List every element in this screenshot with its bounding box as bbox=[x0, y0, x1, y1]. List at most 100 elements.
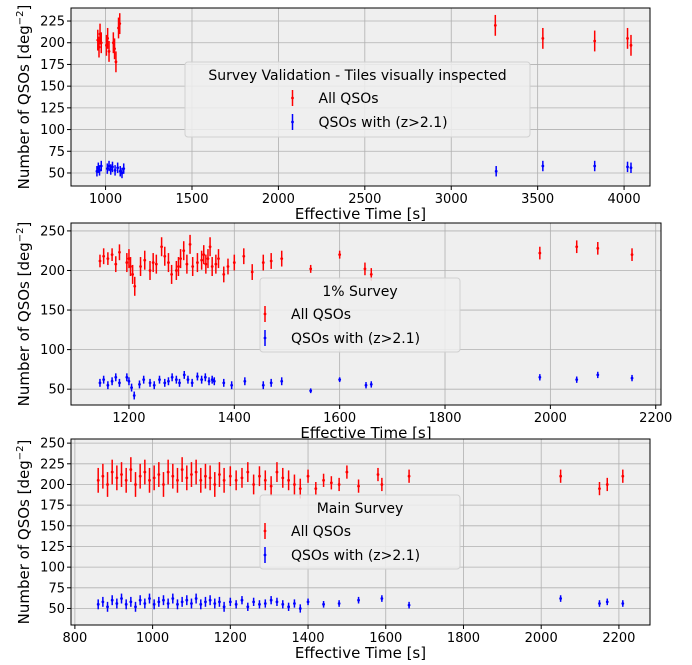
data-point bbox=[234, 602, 238, 606]
data-point bbox=[152, 602, 156, 606]
data-point bbox=[208, 598, 212, 602]
data-point bbox=[246, 470, 250, 474]
data-point bbox=[190, 473, 193, 476]
data-point bbox=[190, 602, 193, 605]
data-point bbox=[152, 383, 156, 387]
chart-panel-3: 800 1000 1200 1400 1600 1800 2000 2200 50 75 100 12… bbox=[15, 437, 651, 662]
data-point bbox=[357, 598, 360, 602]
data-point bbox=[281, 602, 285, 606]
data-point bbox=[114, 375, 118, 379]
x-axis-label: Effective Time [s] bbox=[295, 644, 426, 662]
data-point bbox=[118, 22, 122, 26]
data-point bbox=[106, 605, 109, 609]
data-point bbox=[261, 261, 265, 264]
y-tick-label: 200 bbox=[40, 36, 65, 51]
data-point bbox=[250, 270, 254, 274]
plot-frame bbox=[70, 222, 662, 406]
data-point bbox=[142, 378, 146, 382]
data-point bbox=[167, 379, 170, 383]
legend-marker bbox=[263, 336, 267, 340]
data-point bbox=[222, 273, 226, 276]
data-point bbox=[380, 597, 384, 600]
data-point bbox=[541, 164, 545, 168]
y-tick-label: 50 bbox=[48, 166, 65, 181]
data-point bbox=[217, 257, 220, 261]
data-point bbox=[99, 164, 103, 168]
data-point bbox=[148, 478, 151, 482]
data-point bbox=[363, 267, 367, 271]
data-point bbox=[240, 598, 244, 602]
data-point bbox=[204, 600, 207, 604]
data-point bbox=[96, 478, 100, 482]
data-point bbox=[243, 379, 247, 383]
data-point bbox=[143, 258, 147, 262]
data-point bbox=[129, 468, 133, 471]
data-point bbox=[151, 261, 155, 264]
data-point bbox=[194, 597, 198, 600]
legend: Survey Validation - Tiles visually inspe… bbox=[184, 61, 531, 138]
data-point bbox=[180, 468, 184, 471]
chart-panel-1: 1000 1500 2000 2500 3000 3500 4000 50 75 100 125 15… bbox=[15, 5, 651, 223]
legend-label: All QSOs bbox=[291, 524, 351, 540]
data-point bbox=[213, 602, 217, 605]
data-point bbox=[228, 600, 232, 604]
y-tick-label: 150 bbox=[40, 304, 65, 319]
x-tick-label: 4000 bbox=[608, 192, 641, 207]
data-point bbox=[380, 483, 384, 486]
x-tick-label: 1500 bbox=[175, 192, 208, 207]
data-point bbox=[166, 602, 170, 605]
y-tick-label: 75 bbox=[48, 581, 65, 596]
x-tick-label: 3000 bbox=[435, 192, 468, 207]
data-point bbox=[208, 245, 212, 249]
data-point bbox=[158, 378, 161, 382]
data-point bbox=[186, 378, 190, 382]
data-point bbox=[178, 381, 181, 385]
x-tick-label: 1800 bbox=[447, 631, 480, 646]
data-point bbox=[605, 600, 609, 604]
data-point bbox=[185, 262, 189, 266]
data-point bbox=[138, 474, 142, 478]
data-point bbox=[98, 259, 102, 263]
data-point bbox=[626, 36, 629, 40]
data-point bbox=[160, 245, 164, 249]
x-tick-label: 2200 bbox=[602, 631, 635, 646]
data-point bbox=[182, 373, 186, 377]
data-point bbox=[125, 375, 129, 379]
legend-box bbox=[184, 61, 531, 138]
data-point bbox=[113, 47, 116, 51]
x-tick-label: 800 bbox=[62, 631, 87, 646]
data-point bbox=[157, 473, 161, 476]
series-all-qsos bbox=[96, 457, 625, 499]
data-point bbox=[106, 383, 110, 387]
legend-label: QSOs with (z>2.1) bbox=[291, 331, 420, 347]
data-point bbox=[357, 484, 360, 488]
data-point bbox=[337, 602, 341, 605]
data-point bbox=[626, 165, 629, 169]
data-point bbox=[129, 600, 133, 604]
legend: 1% Survey All QSOs QSOs with (z>2.1) bbox=[259, 277, 461, 353]
data-point bbox=[281, 476, 285, 480]
x-tick-label: 2000 bbox=[534, 411, 567, 426]
data-point bbox=[200, 378, 204, 382]
y-axis-label: Number of QSOs [deg−2] bbox=[15, 5, 33, 190]
data-point bbox=[258, 602, 261, 606]
data-point bbox=[152, 476, 156, 480]
data-point bbox=[214, 262, 218, 266]
data-point bbox=[111, 165, 114, 169]
data-point bbox=[287, 605, 291, 609]
y-tick-label: 175 bbox=[40, 499, 65, 514]
x-tick-label: 1000 bbox=[89, 192, 122, 207]
data-point bbox=[124, 478, 128, 482]
data-point bbox=[97, 45, 101, 49]
data-point bbox=[629, 43, 633, 47]
y-tick-label: 175 bbox=[40, 58, 65, 73]
data-point bbox=[598, 602, 601, 605]
data-point bbox=[407, 603, 411, 607]
data-point bbox=[263, 478, 267, 482]
data-point bbox=[191, 265, 195, 268]
data-point bbox=[125, 261, 129, 264]
data-point bbox=[185, 476, 189, 480]
y-axis-label: Number of QSOs [deg−2] bbox=[15, 222, 33, 407]
data-point bbox=[232, 261, 236, 264]
